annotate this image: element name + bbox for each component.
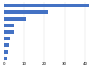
Bar <box>4 50 8 54</box>
Bar <box>4 24 14 27</box>
Bar <box>4 4 89 7</box>
Bar <box>4 57 7 60</box>
Bar <box>4 43 9 47</box>
Bar <box>4 30 14 34</box>
Bar <box>4 17 26 21</box>
Bar <box>4 37 10 40</box>
Bar <box>4 10 48 14</box>
